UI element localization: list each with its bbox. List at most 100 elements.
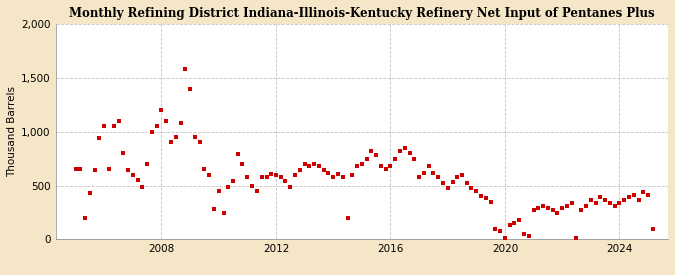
Point xyxy=(361,156,372,161)
Point xyxy=(333,172,344,176)
Point xyxy=(185,86,196,91)
Point xyxy=(562,204,572,208)
Point xyxy=(218,210,229,215)
Point xyxy=(209,207,219,211)
Point xyxy=(328,175,339,179)
Point xyxy=(80,216,90,220)
Point xyxy=(628,193,639,197)
Point xyxy=(137,185,148,189)
Point xyxy=(242,175,252,179)
Point xyxy=(638,190,649,194)
Point xyxy=(614,200,625,205)
Point xyxy=(84,191,95,195)
Point xyxy=(495,229,506,233)
Point xyxy=(418,170,429,175)
Point xyxy=(104,167,115,172)
Point xyxy=(232,152,243,156)
Point xyxy=(609,204,620,208)
Point xyxy=(75,167,86,172)
Point xyxy=(304,164,315,168)
Point xyxy=(199,167,210,172)
Point xyxy=(571,236,582,241)
Point xyxy=(552,210,563,215)
Point xyxy=(323,170,333,175)
Point xyxy=(128,173,138,177)
Point xyxy=(342,216,353,220)
Point xyxy=(394,149,405,153)
Point xyxy=(223,185,234,189)
Point xyxy=(371,153,381,158)
Point xyxy=(313,164,324,168)
Point xyxy=(251,189,262,193)
Point xyxy=(190,135,200,139)
Point xyxy=(433,175,443,179)
Point xyxy=(437,181,448,186)
Point xyxy=(624,195,634,200)
Point xyxy=(476,194,487,199)
Point xyxy=(108,124,119,128)
Point xyxy=(380,167,391,172)
Point xyxy=(256,175,267,179)
Point xyxy=(404,151,415,155)
Point xyxy=(266,172,277,176)
Point xyxy=(442,186,453,190)
Point xyxy=(633,197,644,202)
Point xyxy=(170,135,181,139)
Point xyxy=(605,200,616,205)
Point xyxy=(557,206,568,210)
Point xyxy=(319,168,329,173)
Point xyxy=(118,151,129,155)
Point xyxy=(504,223,515,228)
Point xyxy=(161,119,171,123)
Y-axis label: Thousand Barrels: Thousand Barrels xyxy=(7,86,17,177)
Point xyxy=(590,200,601,205)
Point xyxy=(456,173,467,177)
Point xyxy=(471,189,482,193)
Point xyxy=(500,236,510,241)
Point xyxy=(409,156,420,161)
Point xyxy=(619,197,630,202)
Point xyxy=(547,208,558,213)
Point xyxy=(509,221,520,226)
Point xyxy=(261,175,272,179)
Point xyxy=(366,149,377,153)
Point xyxy=(485,200,496,204)
Point xyxy=(94,136,105,140)
Point xyxy=(89,168,100,173)
Point xyxy=(481,196,491,201)
Point xyxy=(176,121,186,125)
Point xyxy=(123,168,134,173)
Point xyxy=(466,186,477,190)
Point xyxy=(156,108,167,112)
Point xyxy=(414,175,425,179)
Point xyxy=(533,206,544,210)
Point xyxy=(385,164,396,168)
Point xyxy=(70,167,81,172)
Point xyxy=(537,204,548,208)
Point xyxy=(151,124,162,128)
Point xyxy=(390,156,401,161)
Point xyxy=(194,140,205,145)
Point xyxy=(566,200,577,205)
Point xyxy=(523,234,534,238)
Title: Monthly Refining District Indiana-Illinois-Kentucky Refinery Net Input of Pentan: Monthly Refining District Indiana-Illino… xyxy=(69,7,655,20)
Point xyxy=(375,164,386,168)
Point xyxy=(142,162,153,166)
Point xyxy=(595,195,605,200)
Point xyxy=(338,175,348,179)
Point xyxy=(599,197,610,202)
Point xyxy=(227,179,238,183)
Point xyxy=(580,204,591,208)
Point xyxy=(543,206,554,210)
Point xyxy=(285,185,296,189)
Point xyxy=(576,208,587,213)
Point xyxy=(356,162,367,166)
Point xyxy=(647,227,658,231)
Point xyxy=(180,67,190,71)
Point xyxy=(290,173,300,177)
Point xyxy=(452,175,462,179)
Point xyxy=(132,178,143,182)
Point xyxy=(400,146,410,150)
Point xyxy=(447,180,458,185)
Point xyxy=(299,162,310,166)
